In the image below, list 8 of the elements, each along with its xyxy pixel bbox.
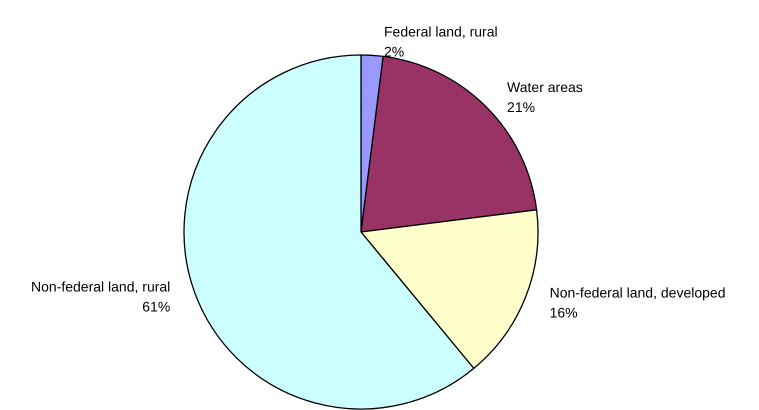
slice-label: Water areas bbox=[507, 78, 583, 95]
slice-label: Non-federal land, rural bbox=[30, 278, 170, 295]
data-label: 21% bbox=[507, 98, 536, 115]
data-label: 61% bbox=[142, 298, 170, 315]
slice-label: Non-federal land, developed bbox=[550, 284, 726, 300]
slice-label: Federal land, rural bbox=[384, 23, 498, 40]
data-label: 16% bbox=[550, 304, 578, 320]
data-label: 2% bbox=[384, 43, 404, 60]
